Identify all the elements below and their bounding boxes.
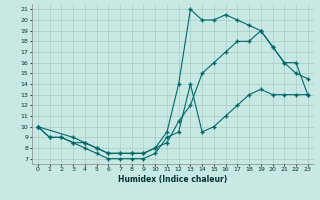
X-axis label: Humidex (Indice chaleur): Humidex (Indice chaleur): [118, 175, 228, 184]
